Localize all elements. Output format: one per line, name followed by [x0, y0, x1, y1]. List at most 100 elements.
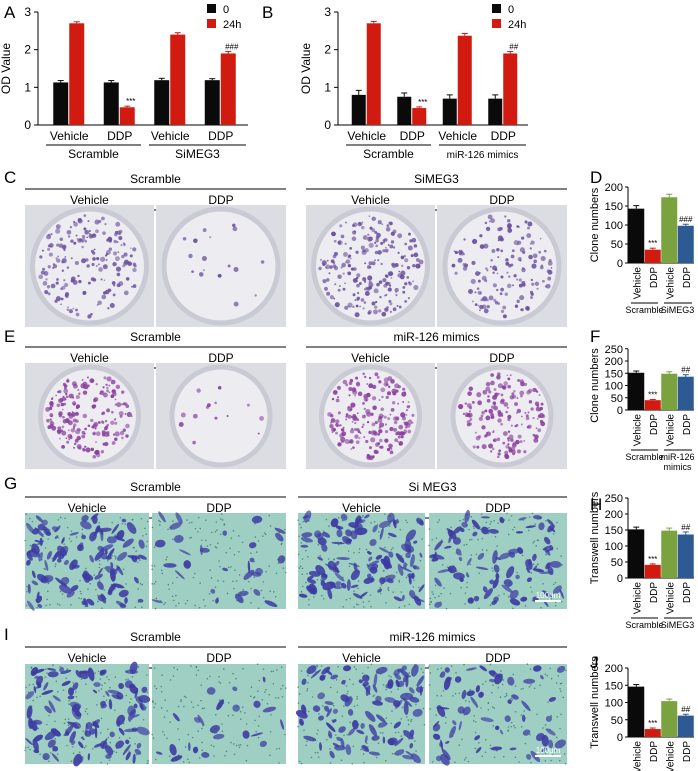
membrane-pore: [98, 559, 101, 562]
colony: [180, 412, 186, 418]
colony: [101, 420, 105, 424]
membrane-pore: [57, 537, 59, 539]
migrated-cell: [34, 539, 41, 543]
membrane-pore: [481, 537, 484, 540]
membrane-pore: [461, 738, 463, 741]
colony: [77, 389, 80, 391]
migrated-cell: [362, 681, 369, 687]
colony: [500, 275, 504, 279]
migrated-cell: [345, 744, 352, 755]
colony: [503, 381, 508, 386]
membrane-pore: [505, 692, 508, 695]
colony: [390, 240, 395, 244]
membrane-pore: [379, 731, 382, 734]
migrated-cell: [262, 676, 266, 683]
colony: [364, 262, 367, 265]
migrated-cell: [402, 674, 408, 683]
membrane-pore: [514, 726, 516, 729]
membrane-pore: [124, 523, 127, 525]
migrated-cell: [521, 700, 531, 712]
migrated-cell: [61, 537, 65, 544]
colony: [486, 398, 491, 403]
colony: [50, 402, 53, 406]
y-tick-label: 200: [605, 663, 623, 675]
colony: [336, 425, 339, 428]
colony: [82, 390, 88, 395]
membrane-pore: [325, 518, 328, 521]
colony: [517, 449, 521, 454]
significance-mark: ###: [679, 215, 693, 224]
colony: [61, 425, 65, 429]
colony: [479, 244, 485, 249]
membrane-pore: [215, 546, 218, 549]
colony: [500, 309, 505, 313]
membrane-pore: [408, 603, 411, 606]
membrane-pore: [101, 684, 103, 687]
migrated-cell: [35, 595, 43, 604]
colony: [355, 382, 361, 387]
colony: [67, 235, 71, 238]
migrated-cell: [121, 518, 127, 523]
significance-mark: ###: [225, 43, 239, 52]
colony-dish-image: [437, 363, 567, 469]
colony: [378, 399, 381, 401]
group-label: Scramble: [363, 147, 414, 161]
migrated-cell: [416, 517, 424, 525]
membrane-pore: [262, 596, 265, 599]
colony: [528, 254, 533, 260]
membrane-pore: [431, 538, 434, 541]
membrane-pore: [556, 547, 559, 550]
migrated-cell: [34, 527, 44, 538]
colony: [477, 304, 480, 307]
membrane-pore: [270, 713, 272, 716]
bar-24h-1: [412, 108, 427, 125]
colony: [497, 455, 500, 459]
colony: [61, 244, 67, 250]
dish-plate: [161, 206, 281, 326]
colony: [536, 417, 539, 420]
membrane-pore: [238, 551, 240, 553]
membrane-pore: [250, 552, 252, 555]
colony: [377, 418, 383, 424]
x-tick-label: Vehicle: [632, 414, 643, 447]
colony: [87, 220, 90, 223]
membrane-pore: [362, 753, 365, 755]
colony: [505, 410, 508, 414]
colony: [479, 304, 484, 310]
membrane-pore: [420, 668, 423, 670]
colony: [64, 282, 69, 288]
colony: [95, 441, 97, 443]
colony: [545, 283, 551, 289]
membrane-pore: [29, 544, 32, 547]
colony: [345, 413, 349, 416]
membrane-pore: [44, 676, 47, 678]
migrated-cell: [452, 537, 462, 545]
colony: [334, 283, 337, 286]
colony: [471, 300, 474, 303]
membrane-pore: [482, 683, 484, 686]
colony: [400, 264, 404, 268]
membrane-pore: [349, 597, 351, 600]
colony: [521, 415, 523, 418]
migrated-cell: [542, 545, 552, 551]
colony: [478, 271, 481, 275]
colony: [379, 422, 385, 428]
membrane-pore: [268, 514, 271, 517]
colony: [64, 392, 67, 395]
colony: [402, 416, 406, 421]
membrane-pore: [184, 746, 187, 748]
colony: [412, 280, 415, 283]
migrated-cell: [336, 529, 343, 538]
colony: [91, 233, 97, 238]
colony: [407, 297, 410, 300]
migrated-cell: [118, 682, 125, 689]
colony: [92, 431, 96, 436]
membrane-pore: [308, 604, 310, 606]
migrated-cell: [340, 694, 350, 703]
colony: [233, 267, 239, 272]
colony: [488, 220, 491, 223]
colony: [340, 428, 345, 432]
colony: [391, 262, 396, 267]
colony: [335, 431, 338, 435]
membrane-pore: [440, 667, 443, 670]
